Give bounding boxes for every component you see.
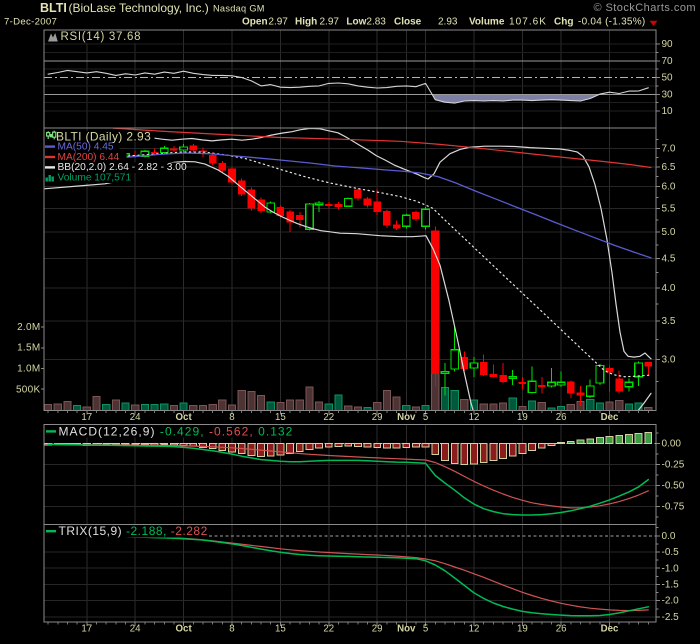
svg-text:Nov: Nov: [397, 412, 416, 423]
svg-text:-2.0: -2.0: [662, 596, 680, 607]
svg-text:RSI(14) 37.68: RSI(14) 37.68: [61, 31, 142, 43]
svg-text:15: 15: [275, 624, 286, 635]
svg-text:6.0: 6.0: [662, 182, 676, 193]
svg-text:29: 29: [372, 412, 383, 423]
svg-text:-0.50: -0.50: [662, 481, 685, 492]
svg-text:5.5: 5.5: [662, 203, 676, 214]
svg-text:4.5: 4.5: [662, 254, 676, 265]
svg-text:-0.04 (-1.35%): -0.04 (-1.35%): [578, 17, 645, 28]
svg-text:8: 8: [229, 624, 234, 635]
svg-text:7.0: 7.0: [662, 143, 676, 154]
svg-text:5.0: 5.0: [662, 227, 676, 238]
svg-text:Low: Low: [346, 17, 366, 28]
svg-text:90: 90: [662, 39, 674, 50]
svg-text:15: 15: [275, 412, 286, 423]
svg-text:MACD(12,26,9) -0.429, -0.562,: MACD(12,26,9) -0.429, -0.562, 0.132: [59, 424, 294, 438]
svg-text:BB(20,2.0) 2.64 - 2.82 - 3.00: BB(20,2.0) 2.64 - 2.82 - 3.00: [58, 162, 187, 173]
svg-text:6.5: 6.5: [662, 162, 676, 173]
svg-text:Dec: Dec: [601, 412, 619, 423]
svg-text:26: 26: [556, 412, 567, 423]
svg-text:1.0M: 1.0M: [17, 364, 40, 375]
svg-text:-0.25: -0.25: [662, 460, 685, 471]
svg-text:5: 5: [423, 412, 428, 423]
svg-text:24: 24: [130, 624, 141, 635]
svg-text:-2.5: -2.5: [662, 612, 680, 623]
svg-text:500K: 500K: [16, 384, 41, 395]
svg-text:Close: Close: [394, 17, 422, 28]
svg-text:Nov: Nov: [397, 624, 416, 635]
svg-text:2.0M: 2.0M: [17, 322, 40, 333]
svg-text:MA(50) 4.45: MA(50) 4.45: [58, 141, 114, 152]
svg-text:1.5M: 1.5M: [17, 343, 40, 354]
svg-text:2.97: 2.97: [268, 17, 288, 28]
svg-text:4.0: 4.0: [662, 283, 676, 294]
svg-text:26: 26: [556, 624, 567, 635]
svg-text:29: 29: [372, 624, 383, 635]
svg-text:BLTI: BLTI: [40, 1, 67, 15]
svg-text:22: 22: [323, 624, 334, 635]
svg-text:70: 70: [662, 56, 674, 67]
svg-text:High: High: [295, 17, 317, 28]
svg-text:Volume: Volume: [469, 17, 505, 28]
svg-text:24: 24: [130, 412, 141, 423]
svg-text:107.6K: 107.6K: [509, 17, 547, 28]
svg-text:30: 30: [662, 89, 674, 100]
svg-text:17: 17: [81, 412, 92, 423]
svg-text:10: 10: [662, 106, 674, 117]
svg-text:-1.5: -1.5: [662, 580, 680, 591]
svg-text:Nasdaq GM: Nasdaq GM: [213, 4, 265, 14]
svg-text:Chg: Chg: [554, 17, 573, 28]
svg-text:-0.75: -0.75: [662, 502, 685, 513]
svg-text:Oct: Oct: [176, 412, 193, 423]
svg-text:17: 17: [81, 624, 92, 635]
svg-text:TRIX(15,9) -2.188, -2.282: TRIX(15,9) -2.188, -2.282: [59, 524, 208, 538]
svg-text:3.0: 3.0: [662, 355, 676, 366]
svg-text:12: 12: [469, 624, 480, 635]
svg-text:19: 19: [517, 624, 528, 635]
svg-text:Volume 107,571: Volume 107,571: [58, 173, 132, 184]
svg-text:5: 5: [423, 624, 428, 635]
svg-text:BLTI (Daily) 2.93: BLTI (Daily) 2.93: [56, 129, 151, 143]
svg-text:2.83: 2.83: [366, 17, 386, 28]
svg-text:0.00: 0.00: [662, 439, 682, 450]
svg-text:(BioLase Technology, Inc.): (BioLase Technology, Inc.): [69, 1, 209, 15]
svg-text:MA(200) 6.44: MA(200) 6.44: [58, 152, 120, 163]
svg-text:Oct: Oct: [176, 624, 193, 635]
svg-text:Dec: Dec: [601, 624, 619, 635]
svg-text:19: 19: [517, 412, 528, 423]
svg-text:Open: Open: [242, 17, 268, 28]
svg-text:2.97: 2.97: [320, 17, 340, 28]
svg-text:3.5: 3.5: [662, 316, 676, 327]
svg-text:-0.5: -0.5: [662, 547, 680, 558]
svg-text:0.0: 0.0: [662, 531, 676, 542]
svg-text:22: 22: [323, 412, 334, 423]
svg-text:-1.0: -1.0: [662, 563, 680, 574]
svg-text:50: 50: [662, 73, 674, 84]
svg-text:12: 12: [469, 412, 480, 423]
svg-text:7-Dec-2007: 7-Dec-2007: [4, 17, 57, 28]
svg-text:2.93: 2.93: [438, 17, 458, 28]
svg-text:8: 8: [229, 412, 234, 423]
svg-text:© StockCharts.com: © StockCharts.com: [593, 2, 696, 14]
